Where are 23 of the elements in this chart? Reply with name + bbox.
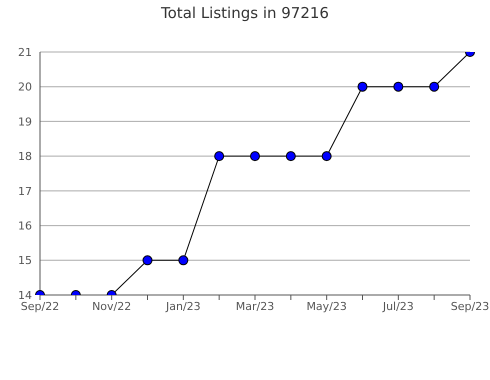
y-tick-label: 15 xyxy=(18,254,32,268)
y-tick-label: 18 xyxy=(18,150,32,164)
y-tick-label: 16 xyxy=(18,219,32,232)
x-tick-label: Mar/23 xyxy=(236,300,274,313)
y-tick-label: 17 xyxy=(18,184,32,198)
point xyxy=(429,82,440,92)
x-tick-label: May/23 xyxy=(306,300,347,313)
point xyxy=(214,151,224,162)
point xyxy=(286,151,296,162)
x-tick-label: Sep/22 xyxy=(20,300,60,313)
y-tick-label: 21 xyxy=(18,46,32,59)
x-tick-label: Jul/23 xyxy=(382,300,414,313)
x-tick-label: Jan/23 xyxy=(164,300,201,313)
x-tick-label: Nov/22 xyxy=(92,300,132,313)
point xyxy=(250,151,260,162)
point xyxy=(393,82,404,92)
x-tick-label: Sep/23 xyxy=(450,300,490,313)
chart-title: Total Listings in 97216 xyxy=(160,4,330,22)
point xyxy=(358,82,368,92)
y-tick-label: 19 xyxy=(18,115,32,128)
point xyxy=(322,151,332,162)
y-tick-label: 20 xyxy=(18,80,32,94)
y-tick-label: 14 xyxy=(18,288,32,302)
